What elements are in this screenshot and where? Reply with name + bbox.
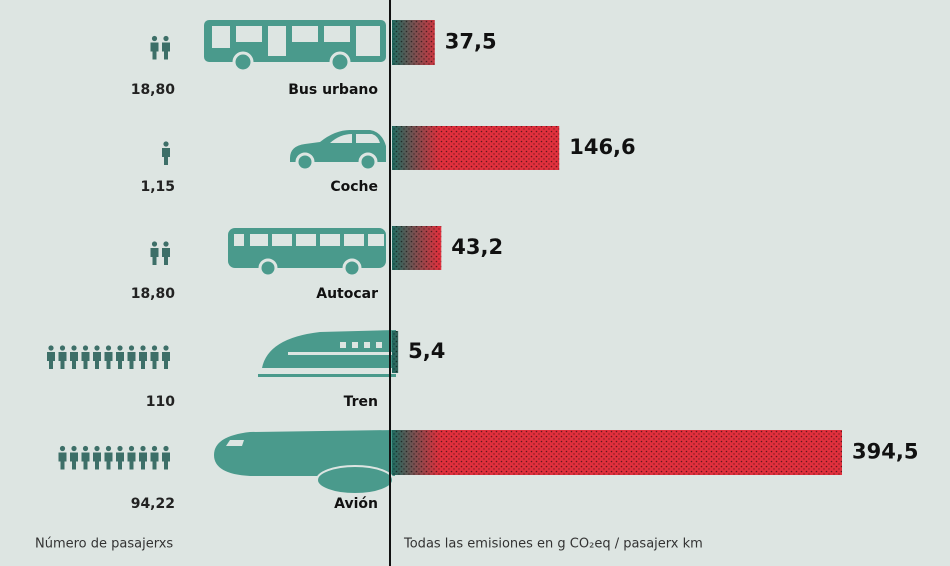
person-icon	[94, 445, 100, 452]
person-icon	[151, 241, 158, 247]
person-icon	[59, 445, 66, 452]
passenger-label: 94,22	[131, 496, 175, 512]
person-icon	[117, 445, 123, 452]
person-icon	[162, 42, 170, 60]
person-icon	[150, 248, 159, 265]
person-icon	[163, 445, 169, 452]
person-icon	[116, 452, 124, 470]
value-label: 37,5	[445, 30, 497, 54]
person-icon	[105, 345, 112, 351]
train-icon	[258, 330, 396, 377]
person-icon	[58, 352, 67, 369]
person-icon	[150, 42, 159, 60]
bus-icon	[204, 20, 386, 73]
category-label: Avión	[334, 496, 378, 512]
person-icon	[163, 241, 169, 247]
person-icon	[163, 345, 169, 351]
bar-texture	[392, 126, 560, 170]
person-icon	[93, 352, 101, 369]
person-icon	[59, 345, 66, 351]
category-label: Tren	[344, 394, 378, 410]
person-icon	[162, 352, 170, 369]
person-icon	[127, 452, 136, 470]
person-icon	[81, 452, 90, 470]
axis-label: Todas las emisiones en g CO₂eq / pasajer…	[403, 537, 703, 552]
person-icon	[140, 445, 146, 452]
person-icon	[105, 445, 112, 452]
person-icon	[82, 345, 89, 351]
person-icon	[58, 452, 67, 470]
person-icon	[150, 352, 159, 369]
person-icon	[151, 445, 158, 452]
person-icon	[127, 352, 136, 369]
value-label: 5,4	[408, 339, 445, 363]
person-icon	[104, 352, 113, 369]
value-label: 394,5	[852, 440, 918, 464]
bar-texture	[392, 226, 442, 270]
person-icon	[128, 345, 135, 351]
person-icon	[162, 248, 170, 265]
bar-texture	[392, 430, 842, 475]
bar-texture	[392, 331, 399, 373]
passenger-label: 18,80	[131, 82, 176, 98]
coach-icon	[228, 228, 386, 278]
person-icon	[94, 345, 100, 351]
passenger-label: 110	[146, 394, 175, 410]
person-icon	[139, 352, 147, 369]
person-icon	[104, 452, 113, 470]
left-label: Número de pasajerxs	[35, 537, 173, 552]
value-label: 146,6	[569, 135, 635, 159]
passenger-label: 18,80	[131, 286, 176, 302]
plane-icon	[214, 430, 395, 495]
person-icon	[162, 452, 170, 470]
person-icon	[139, 452, 147, 470]
person-icon	[71, 345, 77, 351]
category-label: Coche	[330, 179, 378, 195]
person-icon	[93, 452, 101, 470]
person-icon	[151, 35, 158, 42]
person-icon	[163, 35, 169, 42]
person-icon	[163, 141, 169, 147]
value-label: 43,2	[451, 235, 503, 259]
person-icon	[70, 352, 78, 369]
category-label: Bus urbano	[288, 82, 378, 98]
person-icon	[151, 345, 158, 351]
person-icon	[128, 445, 135, 452]
bar-texture	[392, 20, 435, 65]
person-icon	[140, 345, 146, 351]
passenger-label: 1,15	[140, 179, 175, 195]
person-icon	[82, 445, 89, 452]
person-icon	[70, 452, 78, 470]
person-icon	[71, 445, 77, 452]
car-icon	[290, 130, 386, 172]
person-icon	[162, 148, 170, 165]
category-label: Autocar	[316, 286, 378, 302]
person-icon	[48, 345, 54, 351]
person-icon	[116, 352, 124, 369]
person-icon	[47, 352, 55, 369]
person-icon	[117, 345, 123, 351]
person-icon	[81, 352, 90, 369]
person-icon	[150, 452, 159, 470]
